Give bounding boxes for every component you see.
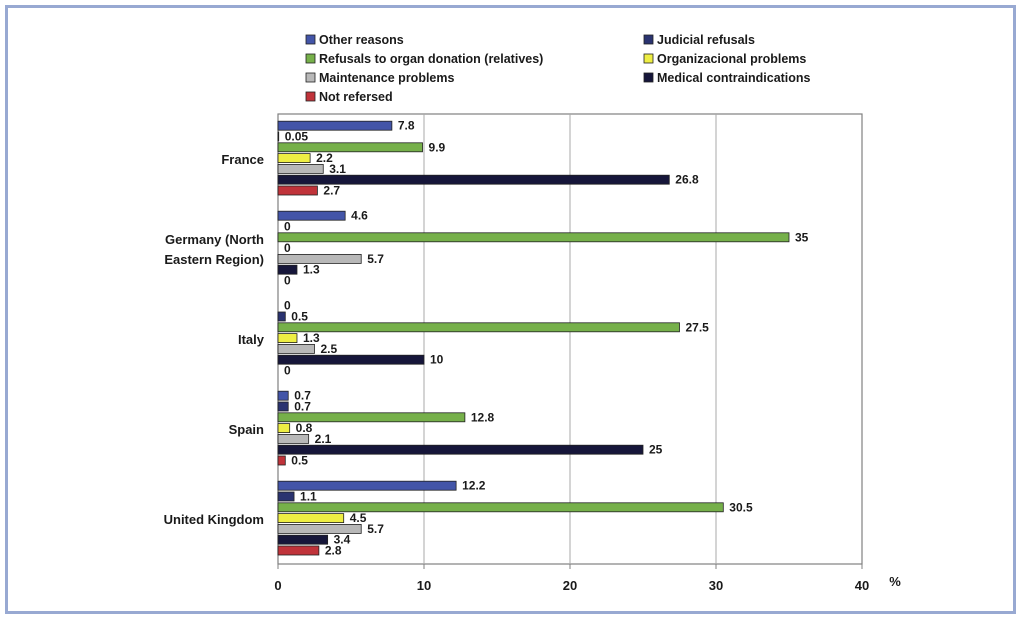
data-label: 0.7 <box>294 389 311 403</box>
bar-judicial-refusals-france <box>277 131 280 142</box>
bar-not-refersed-france <box>277 185 318 196</box>
data-label: 1.3 <box>303 263 320 277</box>
data-label: 3.4 <box>334 533 351 547</box>
bar-medical-contraindications-spain <box>277 444 644 455</box>
x-tick-label: 20 <box>563 578 577 593</box>
data-label: 2.2 <box>316 151 333 165</box>
data-label: 1.3 <box>303 331 320 345</box>
bar-not-refersed-united-kingdom <box>277 545 320 556</box>
bar-refusals-to-organ-donation-relatives-germany-north-eastern-region <box>277 232 790 243</box>
x-tick-label: 40 <box>855 578 869 593</box>
bar-organizacional-problems-italy <box>277 333 298 344</box>
data-label: 4.5 <box>350 511 367 525</box>
data-label: 3.1 <box>329 162 346 176</box>
legend-label-judicial-refusals: Judicial refusals <box>657 33 755 47</box>
category-label-france: France <box>221 152 264 167</box>
legend-swatch-refusals-to-organ-donation-relatives <box>305 53 316 64</box>
data-label: 0 <box>284 274 291 288</box>
legend-label-not-refersed: Not refersed <box>319 90 393 104</box>
data-label: 5.7 <box>367 252 384 266</box>
legend-label-maintenance-problems: Maintenance problems <box>319 71 454 85</box>
data-label: 26.8 <box>675 173 699 187</box>
data-label: 12.8 <box>471 410 495 424</box>
data-label: 12.2 <box>462 479 486 493</box>
data-label: 0.7 <box>294 400 311 414</box>
data-label: 10 <box>430 353 444 367</box>
x-tick-label: 10 <box>417 578 431 593</box>
data-label: 0 <box>284 241 291 255</box>
bar-medical-contraindications-germany-north-eastern-region <box>277 264 298 275</box>
data-label: 0.5 <box>291 454 308 468</box>
x-tick-label: 30 <box>709 578 723 593</box>
legend-swatch-other-reasons <box>305 34 316 45</box>
data-label: 0.5 <box>291 310 308 324</box>
bar-refusals-to-organ-donation-relatives-spain <box>277 412 466 423</box>
x-axis-unit: % <box>889 574 901 589</box>
chart-frame: 0 10 20 30 40% France 7.8 0.05 9.9 2.2 3.1 26.8 2.7 G… <box>5 5 1016 614</box>
data-label: 2.8 <box>325 544 342 558</box>
legend-swatch-not-refersed <box>305 91 316 102</box>
data-label: 0.8 <box>296 421 313 435</box>
data-label: 2.1 <box>315 432 332 446</box>
bar-organizacional-problems-france <box>277 153 311 164</box>
bar-refusals-to-organ-donation-relatives-united-kingdom <box>277 502 724 513</box>
bar-refusals-to-organ-donation-relatives-france <box>277 142 423 153</box>
data-label: 4.6 <box>351 209 368 223</box>
bar-judicial-refusals-italy <box>277 311 286 322</box>
bar-judicial-refusals-united-kingdom <box>277 491 295 502</box>
category-label-spain: Spain <box>229 422 264 437</box>
bar-refusals-to-organ-donation-relatives-italy <box>277 322 680 333</box>
category-label-united-kingdom: United Kingdom <box>164 512 264 527</box>
bar-medical-contraindications-united-kingdom <box>277 534 329 545</box>
data-label: 0 <box>284 299 291 313</box>
legend-swatch-maintenance-problems <box>305 72 316 83</box>
legend-label-organizacional-problems: Organizacional problems <box>657 52 806 66</box>
legend-swatch-medical-contraindications <box>643 72 654 83</box>
bar-maintenance-problems-italy <box>277 343 315 354</box>
legend-swatch-organizacional-problems <box>643 53 654 64</box>
bar-medical-contraindications-italy <box>277 354 425 365</box>
legend-label-refusals-to-organ-donation-relatives: Refusals to organ donation (relatives) <box>319 52 543 66</box>
data-label: 30.5 <box>729 500 753 514</box>
legend-label-other-reasons: Other reasons <box>319 33 404 47</box>
data-label: 27.5 <box>686 320 710 334</box>
data-label: 9.9 <box>429 140 446 154</box>
data-label: 7.8 <box>398 119 415 133</box>
bar-other-reasons-united-kingdom <box>277 480 457 491</box>
bar-judicial-refusals-spain <box>277 401 289 412</box>
data-label: 5.7 <box>367 522 384 536</box>
category-label-italy: Italy <box>238 332 265 347</box>
bar-maintenance-problems-france <box>277 163 324 174</box>
data-label: 35 <box>795 230 809 244</box>
data-label: 0.05 <box>285 130 309 144</box>
bar-chart: 0 10 20 30 40 % France 7.8 0.05 9.9 2.23.1 26.8 2.7 G… <box>164 33 902 593</box>
bar-maintenance-problems-spain <box>277 433 310 444</box>
bar-other-reasons-france <box>277 120 393 131</box>
bar-maintenance-problems-germany-north-eastern-region <box>277 253 362 264</box>
bar-medical-contraindications-france <box>277 174 670 185</box>
legend-label-medical-contraindications: Medical contraindications <box>657 71 811 85</box>
data-label: 2.5 <box>321 342 338 356</box>
category-label-germany-north-eastern-region: Germany (North Eastern Region) <box>164 232 264 267</box>
legend-swatch-judicial-refusals <box>643 34 654 45</box>
x-tick-label: 0 <box>274 578 281 593</box>
data-label: 25 <box>649 443 663 457</box>
bar-organizacional-problems-spain <box>277 423 291 434</box>
data-label: 1.1 <box>300 490 317 504</box>
bar-organizacional-problems-united-kingdom <box>277 513 345 524</box>
bar-maintenance-problems-united-kingdom <box>277 524 362 534</box>
bar-other-reasons-spain <box>277 390 289 401</box>
bar-not-refersed-spain <box>277 455 286 466</box>
data-label: 0 <box>284 364 291 378</box>
data-label: 2.7 <box>323 184 340 198</box>
bar-other-reasons-germany-north-eastern-region <box>277 210 346 221</box>
data-label: 0 <box>284 220 291 234</box>
